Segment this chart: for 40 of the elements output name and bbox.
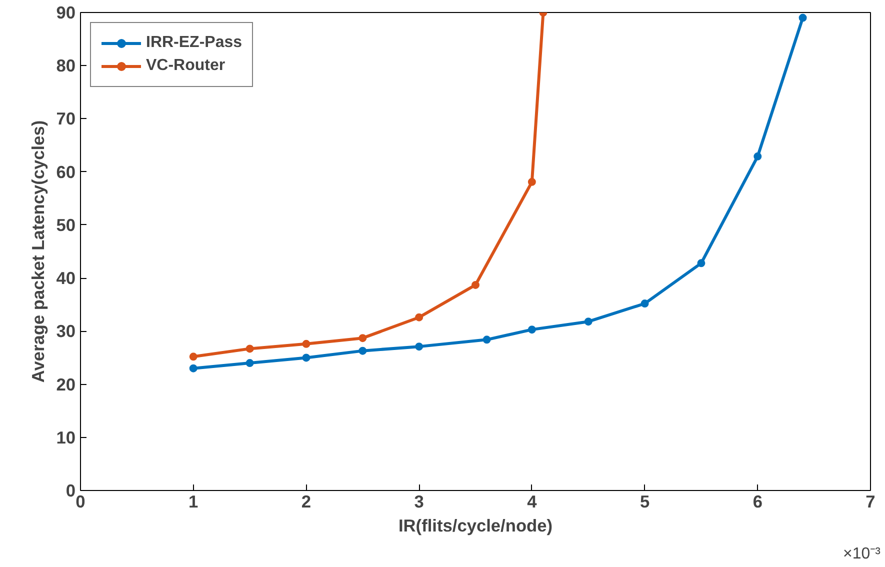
point: [415, 313, 424, 322]
point: [472, 280, 480, 289]
point: [640, 300, 649, 308]
point: [189, 352, 198, 361]
y-tick-label: 20: [56, 374, 76, 394]
point: [246, 344, 254, 353]
point: [189, 364, 198, 372]
point: [302, 354, 310, 362]
y-tick-label: 10: [56, 427, 76, 448]
x-tick-label: 3: [414, 492, 424, 512]
x-tick-label: 1: [188, 492, 199, 512]
x-tick-label: 6: [752, 492, 763, 512]
point: [528, 178, 536, 186]
point: [415, 342, 424, 351]
legend-label: VC-Router: [146, 57, 226, 75]
point: [798, 14, 807, 22]
y-tick-label: 80: [56, 56, 76, 76]
point: [754, 152, 762, 160]
point: [358, 346, 367, 355]
y-tick-label: 90: [56, 2, 76, 22]
point: [246, 359, 254, 368]
point: [697, 259, 706, 268]
x-tick-label: 5: [640, 492, 650, 512]
y-tick-label: 60: [56, 162, 76, 182]
y-tick-label: 30: [56, 321, 76, 342]
y-tick-label: 40: [56, 268, 76, 288]
point: [482, 336, 491, 344]
point: [528, 326, 536, 334]
y-axis-title: Average packet Latency(cycles): [28, 120, 48, 383]
x-axis-title: IR(flits/cycle/node): [398, 516, 553, 536]
x-tick-label: 4: [527, 492, 538, 512]
point: [584, 318, 592, 326]
x-tick-label: 7: [866, 492, 876, 512]
point: [302, 340, 310, 348]
text: ×10⁻³: [843, 546, 882, 562]
y-tick-label: 50: [56, 214, 76, 235]
legend-label: IRR-EZ-Pass: [146, 34, 242, 52]
x-tick-label: 2: [301, 492, 312, 512]
y-tick-label: 70: [56, 108, 76, 129]
point: [358, 334, 367, 342]
